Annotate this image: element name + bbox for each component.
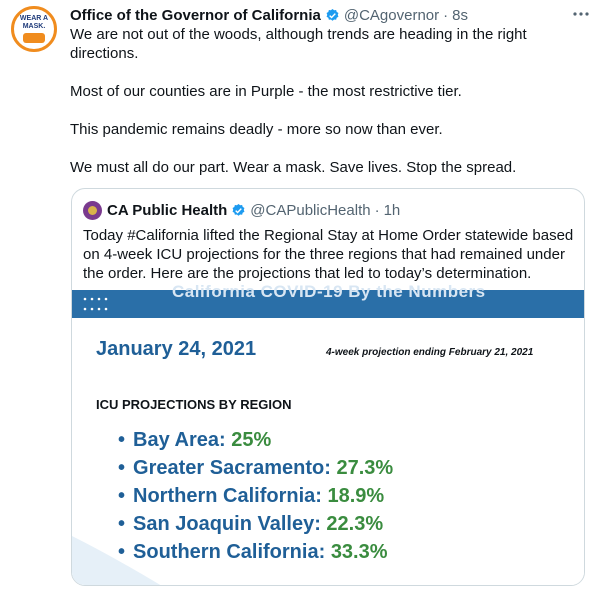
region-label: Southern California: (133, 541, 326, 563)
quoted-tweet-header: CA Public Health @CAPublicHealth · 1h (83, 201, 400, 220)
region-value: 18.9% (327, 485, 385, 507)
tweet-paragraph-4: We must all do our part. Wear a mask. Sa… (70, 159, 517, 176)
quoted-separator-dot: · (374, 202, 380, 219)
region-label: Northern California: (133, 485, 322, 507)
region-item: • Bay Area: 25% (118, 429, 272, 451)
author-handle[interactable]: @CAgovernor (343, 6, 440, 24)
governor-avatar[interactable]: WEAR A MASK. (11, 6, 57, 52)
tweet-paragraph-3: This pandemic remains deadly - more so n… (70, 121, 443, 138)
region-item: • Greater Sacramento: 27.3% (118, 457, 394, 479)
tweet-paragraph-2: Most of our counties are in Purple - the… (70, 83, 462, 100)
tweet-text: We are not out of the woods, although tr… (70, 25, 590, 177)
verified-badge-icon (232, 203, 245, 216)
region-value: 25% (231, 429, 272, 451)
quoted-tweet-image[interactable]: California COVID-19 By the Numbers Janua… (72, 282, 584, 585)
tweet-header: Office of the Governor of California @CA… (70, 5, 592, 25)
verified-badge-icon (326, 8, 339, 21)
separator-dot: · (443, 6, 449, 24)
region-label: Greater Sacramento: (133, 457, 331, 479)
icu-projections-heading: ICU PROJECTIONS BY REGION (96, 397, 292, 412)
quoted-author-handle[interactable]: @CAPublicHealth (250, 202, 371, 219)
tweet-timestamp[interactable]: 8s (452, 6, 468, 24)
region-value: 27.3% (336, 457, 394, 479)
image-banner: California COVID-19 By the Numbers (72, 282, 584, 318)
quoted-timestamp[interactable]: 1h (383, 202, 401, 219)
avatar-text-line-2: MASK. (22, 23, 46, 30)
cdph-avatar[interactable] (83, 201, 102, 220)
dots-decoration-icon (83, 297, 108, 311)
region-list: • Bay Area: 25% • Greater Sacramento: 27.3… (118, 426, 393, 566)
author-name[interactable]: Office of the Governor of California (70, 6, 321, 24)
image-projection-note: 4-week projection ending February 21, 20… (326, 347, 534, 358)
quoted-tweet-card[interactable]: CA Public Health @CAPublicHealth · 1h To… (71, 188, 585, 586)
region-label: San Joaquin Valley: (133, 513, 321, 535)
decorative-swoosh (72, 536, 161, 585)
region-value: 22.3% (326, 513, 384, 535)
image-date: January 24, 2021 (96, 338, 257, 360)
region-item: • Southern California: 33.3% (118, 541, 388, 563)
mask-icon (23, 33, 45, 43)
quoted-tweet-text: Today #California lifted the Regional St… (83, 227, 574, 282)
avatar-text-line-1: WEAR A (19, 15, 49, 22)
region-item: • San Joaquin Valley: 22.3% (118, 513, 384, 535)
region-label: Bay Area: (133, 429, 226, 451)
image-banner-title: California COVID-19 By the Numbers (172, 282, 486, 301)
tweet-paragraph-1: We are not out of the woods, although tr… (70, 26, 527, 62)
region-value: 33.3% (330, 541, 388, 563)
more-options-icon[interactable] (572, 7, 590, 21)
region-item: • Northern California: 18.9% (118, 485, 385, 507)
quoted-author-name[interactable]: CA Public Health (107, 202, 228, 219)
